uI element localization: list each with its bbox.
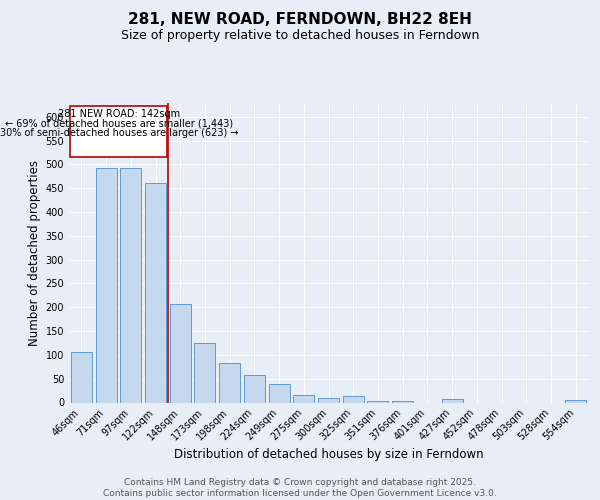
Bar	[120, 168, 141, 402]
Bar	[244, 376, 265, 402]
Bar	[269, 384, 290, 402]
Text: Contains HM Land Registry data © Crown copyright and database right 2025.
Contai: Contains HM Land Registry data © Crown c…	[103, 478, 497, 498]
Bar	[565, 400, 586, 402]
Bar	[293, 395, 314, 402]
Bar	[367, 400, 388, 402]
Bar	[95, 168, 116, 402]
Text: 281, NEW ROAD, FERNDOWN, BH22 8EH: 281, NEW ROAD, FERNDOWN, BH22 8EH	[128, 12, 472, 28]
X-axis label: Distribution of detached houses by size in Ferndown: Distribution of detached houses by size …	[173, 448, 484, 461]
Bar	[194, 344, 215, 402]
Text: ← 69% of detached houses are smaller (1,443): ← 69% of detached houses are smaller (1,…	[5, 119, 233, 129]
Bar	[392, 401, 413, 402]
Bar	[219, 362, 240, 403]
Text: 281 NEW ROAD: 142sqm: 281 NEW ROAD: 142sqm	[58, 110, 180, 120]
Bar	[145, 184, 166, 402]
Y-axis label: Number of detached properties: Number of detached properties	[28, 160, 41, 346]
Bar	[442, 399, 463, 402]
Text: 30% of semi-detached houses are larger (623) →: 30% of semi-detached houses are larger (…	[0, 128, 238, 138]
Bar	[343, 396, 364, 402]
Bar	[318, 398, 339, 402]
Bar	[170, 304, 191, 402]
Bar	[71, 352, 92, 403]
FancyBboxPatch shape	[70, 106, 167, 157]
Text: Size of property relative to detached houses in Ferndown: Size of property relative to detached ho…	[121, 29, 479, 42]
